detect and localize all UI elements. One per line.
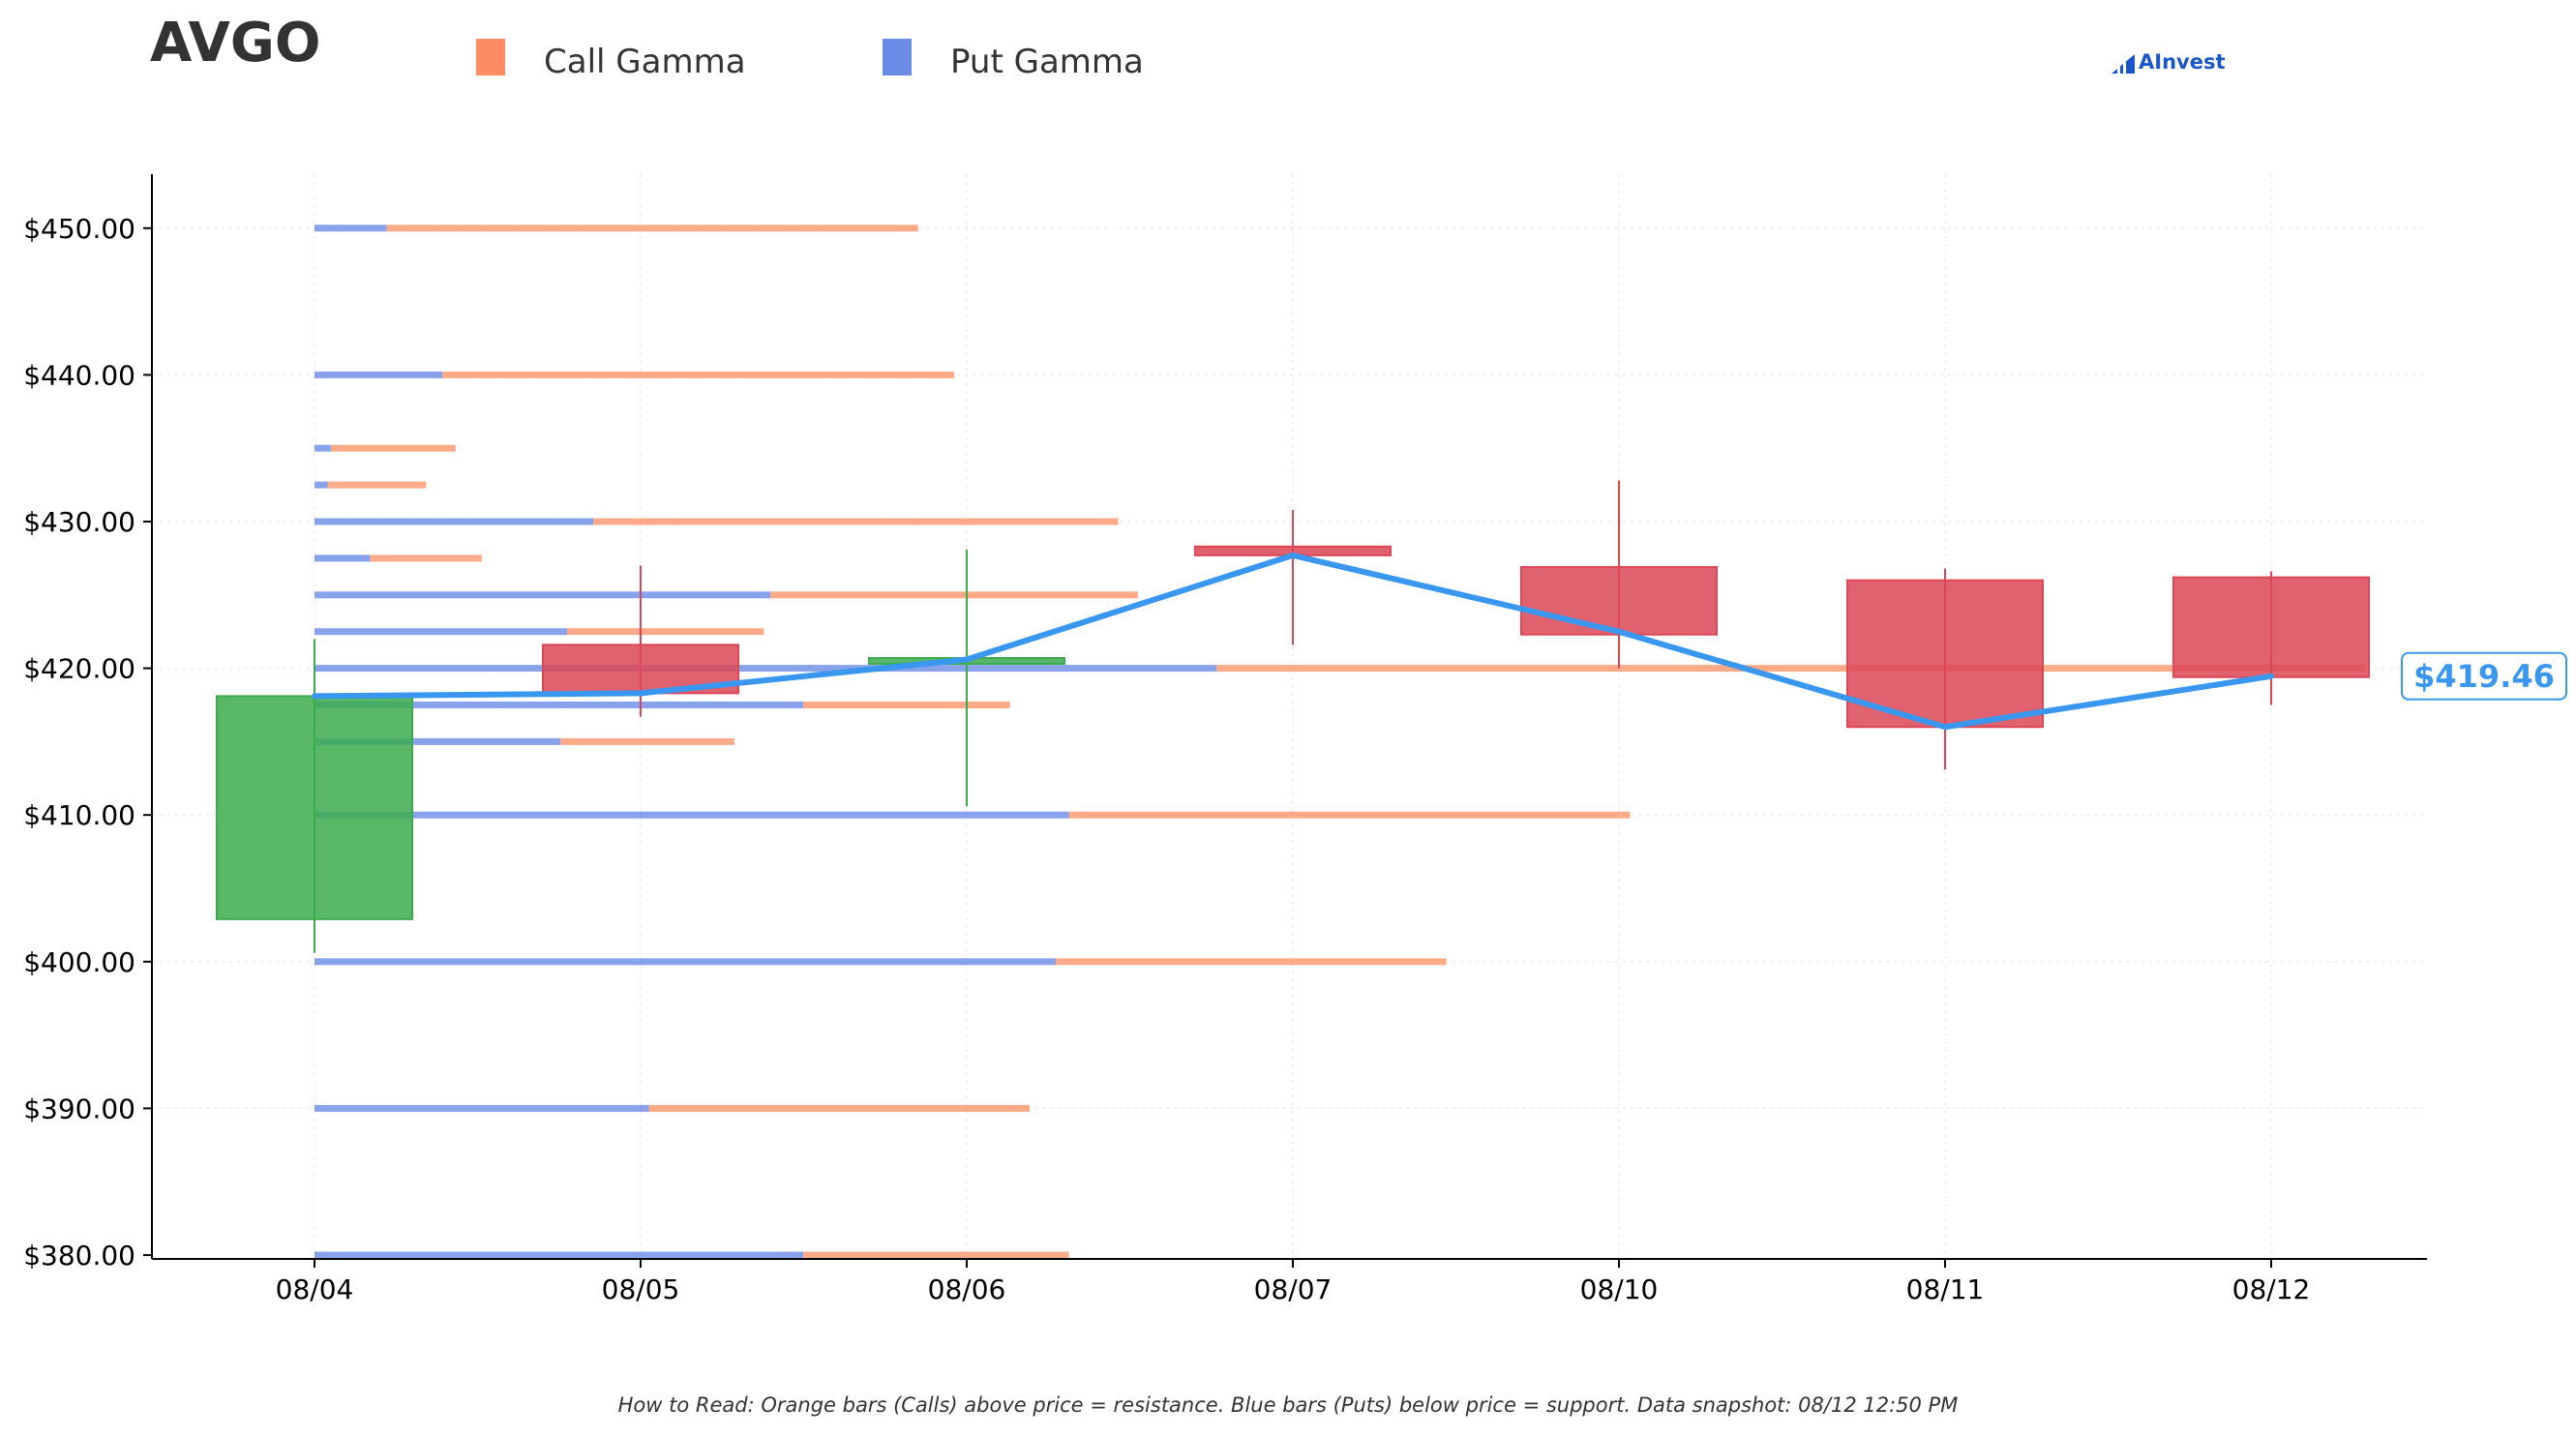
y-tick-label: $390.00 bbox=[23, 1093, 135, 1124]
call-gamma-bar bbox=[442, 371, 955, 378]
candle-body bbox=[216, 695, 413, 920]
put-gamma-bar bbox=[315, 665, 1217, 673]
candle-body bbox=[1520, 565, 1718, 636]
call-gamma-bar bbox=[330, 444, 456, 452]
call-gamma-bar bbox=[1056, 958, 1447, 966]
put-gamma-bar bbox=[315, 628, 568, 636]
put-gamma-bar bbox=[315, 554, 371, 562]
candle-body bbox=[2172, 576, 2370, 678]
call-gamma-bar bbox=[1216, 665, 2365, 673]
call-gamma-bar bbox=[327, 481, 427, 489]
axes: $380.00 $390.00 $400.00 $410.00 $420.00 $430.… bbox=[23, 174, 2427, 1305]
put-gamma-bar bbox=[315, 1104, 649, 1112]
legend-label-call: Call Gamma bbox=[544, 43, 746, 81]
put-gamma-bar bbox=[315, 225, 387, 232]
call-gamma-bar bbox=[1068, 811, 1631, 819]
last-price-box bbox=[2401, 651, 2567, 701]
put-gamma-bar bbox=[315, 958, 1057, 966]
put-gamma-bar bbox=[315, 518, 594, 525]
put-gamma-bar bbox=[315, 737, 561, 745]
bar-chart-logo-icon bbox=[2112, 54, 2135, 74]
x-tick-label: 08/12 bbox=[2232, 1273, 2311, 1305]
put-gamma-bar bbox=[315, 702, 804, 708]
y-tick-label: $410.00 bbox=[23, 799, 135, 831]
y-tick-label: $430.00 bbox=[23, 506, 135, 538]
call-gamma-bar bbox=[370, 554, 482, 562]
y-tick-label: $420.00 bbox=[23, 653, 135, 685]
call-gamma-bar bbox=[648, 1104, 1031, 1112]
call-gamma-bar bbox=[803, 1251, 1069, 1259]
x-tick-label: 08/10 bbox=[1580, 1273, 1659, 1305]
chart-header: AVGO Call Gamma Put Gamma AInvest bbox=[0, 0, 2576, 116]
put-gamma-bar bbox=[315, 591, 771, 599]
y-tick-label: $450.00 bbox=[23, 213, 135, 245]
x-tick-label: 08/05 bbox=[602, 1273, 680, 1305]
gamma-bars bbox=[315, 225, 2365, 1259]
put-gamma-bar bbox=[315, 444, 331, 452]
x-tick-label: 08/07 bbox=[1254, 1273, 1333, 1305]
put-gamma-bar bbox=[315, 481, 328, 489]
candle-body bbox=[1846, 579, 2044, 729]
ticker-title: AVGO bbox=[150, 12, 321, 75]
y-tick-label: $440.00 bbox=[23, 359, 135, 391]
brand-name: AInvest bbox=[2139, 50, 2226, 74]
legend-label-put: Put Gamma bbox=[950, 43, 1144, 81]
grid bbox=[152, 174, 2427, 1259]
x-tick-label: 08/06 bbox=[928, 1273, 1006, 1305]
last-price-label: $419.46 bbox=[2413, 658, 2555, 695]
call-gamma-bar bbox=[803, 702, 1010, 708]
put-gamma-bar bbox=[315, 811, 1069, 819]
close-price-line bbox=[312, 552, 2274, 731]
call-gamma-bar bbox=[386, 225, 918, 232]
y-tick-label: $400.00 bbox=[23, 946, 135, 978]
x-tick-label: 08/11 bbox=[1906, 1273, 1985, 1305]
x-tick-label: 08/04 bbox=[276, 1273, 354, 1305]
call-gamma-bar bbox=[567, 628, 764, 636]
y-tick-label: $380.00 bbox=[23, 1240, 135, 1272]
legend-swatch-call bbox=[476, 39, 505, 75]
close-line bbox=[312, 552, 2274, 731]
put-gamma-bar bbox=[315, 1251, 804, 1259]
last-price-callout: $419.46 bbox=[2401, 651, 2567, 701]
call-gamma-bar bbox=[593, 518, 1119, 525]
call-gamma-bar bbox=[770, 591, 1138, 599]
call-gamma-bar bbox=[560, 737, 734, 745]
legend-swatch-put bbox=[883, 39, 912, 75]
how-to-read-note: How to Read: Orange bars (Calls) above p… bbox=[617, 1393, 1959, 1417]
put-gamma-bar bbox=[315, 371, 443, 378]
